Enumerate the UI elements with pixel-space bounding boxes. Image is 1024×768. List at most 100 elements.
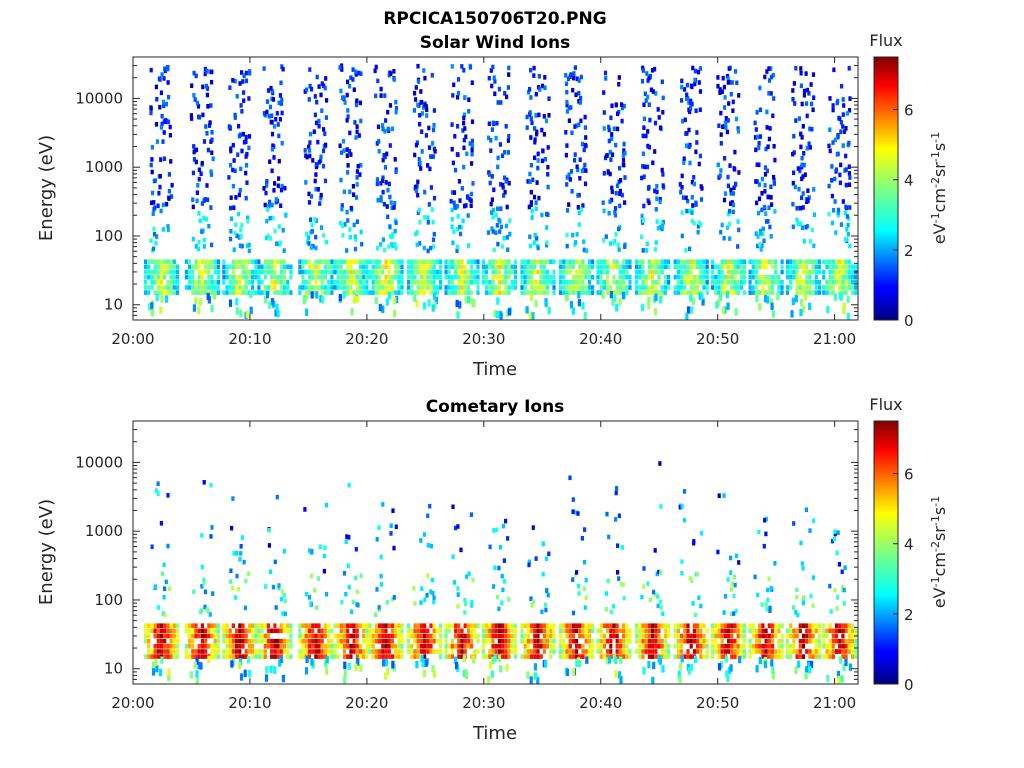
flux-cell [470,147,474,153]
flux-cell [191,236,195,242]
flux-cell [602,623,606,628]
flux-cell [801,259,806,264]
flux-cell [729,611,734,617]
flux-cell [531,312,535,320]
flux-cell [841,274,845,280]
flux-cell [307,259,312,264]
flux-cell [804,293,808,301]
flux-cell [279,187,284,193]
flux-cell [689,105,693,111]
flux-cell [584,595,588,600]
flux-cell [207,223,211,229]
flux-cell [216,623,220,628]
flux-cell [545,588,549,594]
flux-cell [702,274,706,280]
flux-cell [488,661,492,669]
flux-cell [349,264,353,270]
flux-cell [500,573,504,579]
flux-cell [450,224,454,229]
flux-cell [422,68,426,73]
flux-cell [832,536,837,542]
flux-cell [323,274,328,280]
flux-cell [273,259,277,264]
flux-cell [722,493,726,498]
flux-cell [717,644,721,649]
flux-cell [500,244,504,249]
flux-cell [542,290,546,295]
flux-cell [383,129,387,134]
flux-cell [825,280,829,285]
flux-cell [581,644,585,649]
flux-cell [543,660,547,668]
flux-cell [508,218,512,223]
flux-cell [348,189,352,195]
flux-cell [320,290,324,295]
flux-cell [410,654,414,659]
flux-cell [641,164,645,169]
flux-cell [333,285,337,290]
flux-cell [731,108,735,113]
flux-cell [800,162,804,168]
flux-cell [470,654,474,659]
flux-cell [206,147,210,153]
flux-cell [720,89,724,95]
flux-cell [544,118,549,124]
flux-cell [651,654,655,659]
flux-cell [209,205,213,210]
flux-cell [587,638,591,644]
flux-cell [324,115,328,120]
flux-cell [657,259,661,264]
flux-cell [260,638,264,644]
flux-cell [192,149,196,155]
flux-cell [231,638,235,644]
flux-cell [596,274,600,280]
flux-cell [198,218,202,224]
flux-cell [184,623,188,628]
flux-cell [801,264,806,270]
flux-cell [390,633,394,639]
flux-cell [379,554,383,560]
flux-cell [279,644,283,649]
flux-cell [470,603,474,608]
flux-cell [751,259,755,264]
flux-cell [622,103,626,109]
flux-cell [799,83,803,89]
flux-cell [314,280,318,285]
flux-cell [604,234,608,239]
flux-cell [447,644,451,649]
flux-cell [801,269,806,275]
flux-cell [311,285,315,290]
flux-cell [156,638,160,644]
flux-cell [322,148,326,154]
flux-cell [247,638,251,644]
flux-cell [241,264,245,270]
flux-cell [307,264,312,270]
flux-cell [156,605,161,610]
flux-cell [507,264,511,270]
flux-cell [667,633,671,639]
flux-cell [414,142,419,148]
flux-cell [496,594,500,600]
flux-cell [216,290,220,295]
flux-cell [830,178,834,183]
flux-cell [842,302,846,311]
flux-cell [764,654,768,659]
flux-cell [726,302,730,310]
flux-cell [578,628,582,634]
flux-cell [663,654,667,659]
flux-cell [410,280,414,285]
flux-cell [654,649,658,654]
flux-cell [690,101,694,107]
flux-cell [451,160,455,166]
flux-cell [644,649,648,654]
flux-cell [530,215,534,220]
flux-cell [604,76,608,81]
flux-cell [378,259,382,264]
flux-cell [502,558,506,563]
flux-cell [495,206,500,212]
flux-cell [485,290,489,295]
flux-cell [238,557,242,562]
flux-cell [355,274,359,280]
flux-cell [280,140,284,146]
flux-cell [753,120,757,126]
